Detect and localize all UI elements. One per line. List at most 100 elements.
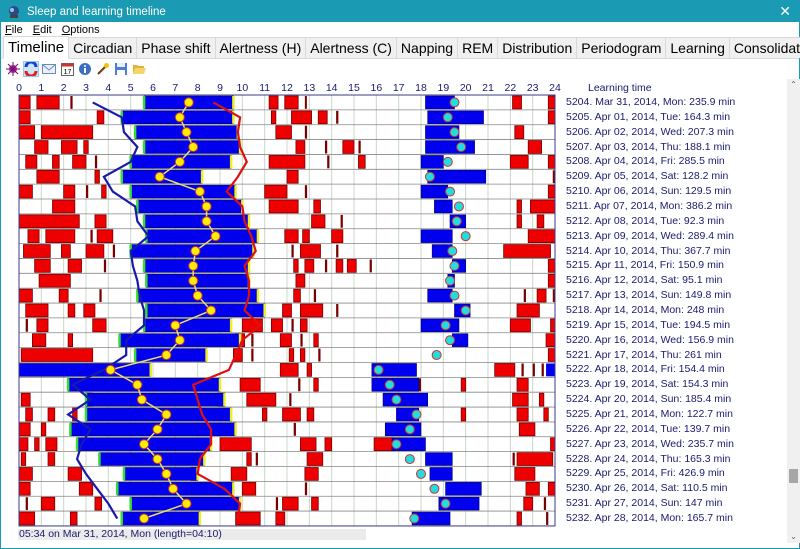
save-icon[interactable] — [113, 61, 129, 77]
learning-time-item[interactable]: 5208. Apr 04, 2014, Fri: 285.5 min — [566, 155, 725, 168]
menu-edit[interactable]: Edit — [32, 23, 52, 36]
nap-block — [420, 155, 444, 169]
learning-time-item[interactable]: 5232. Apr 28, 2014, Mon: 165.7 min — [566, 512, 733, 525]
learning-block — [268, 95, 279, 110]
learning-block — [550, 437, 556, 452]
learning-time-item[interactable]: 5223. Apr 19, 2014, Sat: 154.3 min — [566, 378, 729, 391]
tab-napping[interactable]: Napping — [395, 37, 459, 58]
learning-time-item[interactable]: 5207. Apr 03, 2014, Thu: 188.1 min — [566, 140, 731, 153]
midsleep-dot — [188, 275, 199, 286]
hour-tick-label: 11 — [259, 82, 271, 94]
tab-learning[interactable]: Learning — [665, 37, 730, 58]
learning-dot — [460, 305, 471, 316]
learning-block — [293, 422, 296, 436]
learning-block — [270, 110, 277, 125]
nap-block — [382, 392, 428, 407]
learning-block — [255, 452, 258, 466]
calendar-icon[interactable]: 17 — [59, 61, 75, 77]
hour-tick-label: 14 — [325, 82, 338, 94]
scroll-thumb[interactable] — [789, 469, 798, 483]
learning-block — [279, 363, 299, 377]
learning-block — [112, 244, 116, 258]
learning-block — [275, 125, 292, 139]
tab-timeline[interactable]: Timeline — [3, 36, 70, 59]
tab-alertness-h[interactable]: Alertness (H) — [214, 37, 307, 58]
tab-alertness-c[interactable]: Alertness (C) — [305, 37, 397, 58]
learning-block — [304, 259, 315, 273]
learning-time-item[interactable]: 5225. Apr 21, 2014, Mon: 122.7 min — [566, 408, 733, 421]
learning-block — [547, 95, 556, 110]
learning-time-item[interactable]: 5212. Apr 08, 2014, Tue: 92.3 min — [566, 214, 725, 227]
learning-time-item[interactable]: 5204. Mar 31, 2014, Mon: 235.9 min — [566, 96, 736, 108]
wand-icon[interactable] — [95, 61, 111, 77]
learning-block — [20, 348, 94, 362]
sleep-block — [99, 452, 205, 466]
learning-time-item[interactable]: 5227. Apr 23, 2014, Wed: 235.7 min — [566, 437, 734, 450]
scroll-down-icon[interactable]: ⌄ — [790, 532, 797, 541]
learning-time-item[interactable]: 5230. Apr 26, 2014, Sat: 110.5 min — [566, 482, 728, 495]
learning-block — [545, 333, 556, 348]
midsleep-dot — [161, 409, 172, 420]
learning-time-item[interactable]: 5218. Apr 14, 2014, Mon: 248 min — [566, 304, 725, 317]
learning-block — [40, 422, 47, 437]
learning-time-item[interactable]: 5222. Apr 18, 2014, Fri: 154.4 min — [566, 363, 725, 376]
tab-consolidation[interactable]: Consolidation — [728, 37, 800, 58]
learning-time-item[interactable]: 5219. Apr 15, 2014, Tue: 194.5 min — [566, 318, 731, 331]
learning-time-item[interactable]: 5209. Apr 05, 2014, Sat: 128.2 min — [566, 170, 729, 183]
open-folder-icon[interactable] — [131, 61, 147, 77]
learning-dot — [416, 468, 426, 479]
nap-block — [420, 318, 460, 333]
learning-time-item[interactable]: 5206. Apr 02, 2014, Wed: 207.3 min — [566, 125, 734, 138]
learning-time-item[interactable]: 5217. Apr 13, 2014, Sun: 149.8 min — [566, 289, 732, 302]
learning-time-item[interactable]: 5215. Apr 11, 2014, Fri: 150.9 min — [566, 259, 724, 272]
learning-block — [78, 481, 94, 496]
learning-block — [516, 511, 522, 526]
learning-time-item[interactable]: 5210. Apr 06, 2014, Sun: 129.5 min — [566, 185, 732, 198]
timeline-chart[interactable]: 0 1 2 3 4 5 6 7 8 9 10 11 12 13 14 15 16 17 18 19 20 21 22 23 24 — [1, 79, 761, 529]
learning-block — [324, 437, 333, 452]
burst-icon[interactable] — [5, 61, 21, 77]
vertical-scrollbar[interactable]: ⌃ ⌄ — [787, 79, 800, 543]
learning-time-item[interactable]: 5228. Apr 24, 2014, Thu: 165.3 min — [566, 452, 731, 465]
scroll-up-icon[interactable]: ⌃ — [790, 80, 797, 89]
learning-block — [298, 378, 301, 392]
learning-time-item[interactable]: 5229. Apr 25, 2014, Fri: 426.9 min — [566, 467, 725, 480]
tab-phase-shift[interactable]: Phase shift — [136, 37, 216, 58]
tab-circadian[interactable]: Circadian — [68, 37, 138, 58]
learning-time-item[interactable]: 5226. Apr 22, 2014, Tue: 139.7 min — [566, 422, 731, 435]
mail-icon[interactable] — [41, 61, 57, 77]
learning-block — [67, 259, 82, 273]
menu-file[interactable]: File — [5, 23, 23, 36]
nap-block — [371, 363, 417, 377]
learning-time-item[interactable]: 5214. Apr 10, 2014, Thu: 367.7 min — [566, 244, 731, 257]
learning-time-item[interactable]: 5231. Apr 27, 2014, Sun: 147 min — [566, 497, 723, 510]
info-icon[interactable] — [77, 61, 93, 77]
learning-block — [69, 511, 78, 526]
close-button[interactable]: ✕ — [779, 3, 791, 19]
learning-block — [219, 437, 252, 452]
nap-block — [420, 229, 453, 243]
tab-distribution[interactable]: Distribution — [497, 37, 578, 58]
learning-block — [543, 407, 549, 422]
tab-rem[interactable]: REM — [457, 37, 499, 58]
menu-options[interactable]: Options — [61, 23, 100, 36]
learning-block — [94, 214, 107, 229]
learning-time-item[interactable]: 5224. Apr 20, 2014, Sun: 185.4 min — [566, 393, 732, 406]
learning-block — [47, 452, 56, 466]
learning-dot — [449, 260, 460, 271]
learning-block — [72, 155, 87, 169]
hour-tick-label: 9 — [217, 82, 223, 94]
timeline-plot[interactable] — [1, 79, 761, 539]
learning-time-item[interactable]: 5216. Apr 12, 2014, Sat: 95.1 min — [566, 274, 723, 287]
learning-time-item[interactable]: 5220. Apr 16, 2014, Wed: 156.9 min — [566, 333, 734, 346]
swap-icon[interactable] — [23, 61, 39, 77]
title-bar: Sleep and learning timeline ✕ — [1, 1, 799, 22]
learning-block — [547, 110, 556, 125]
learning-block — [241, 481, 257, 496]
learning-time-item[interactable]: 5211. Apr 07, 2014, Mon: 386.2 min — [566, 200, 733, 213]
learning-time-item[interactable]: 5213. Apr 09, 2014, Wed: 289.4 min — [566, 229, 734, 242]
learning-time-item[interactable]: 5205. Apr 01, 2014, Tue: 164.3 min — [566, 110, 731, 123]
midsleep-dot — [201, 201, 212, 212]
learning-time-item[interactable]: 5221. Apr 17, 2014, Thu: 261 min — [566, 348, 722, 361]
tab-periodogram[interactable]: Periodogram — [576, 37, 667, 58]
